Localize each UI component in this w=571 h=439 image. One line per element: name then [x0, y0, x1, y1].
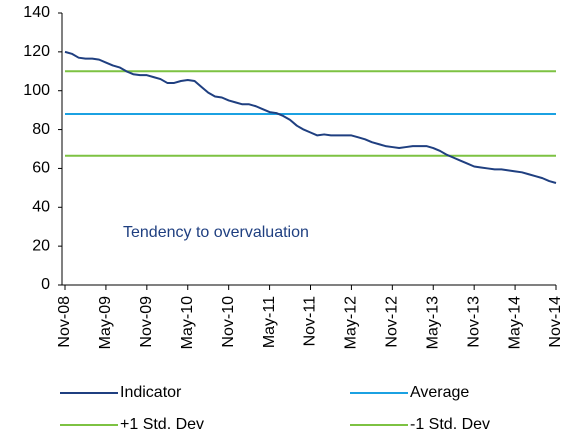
annotation: Tendency to overvaluation [123, 224, 309, 241]
y-tick-label: 120 [23, 43, 50, 60]
series-line [64, 50, 557, 184]
y-tick-label: 20 [32, 237, 50, 254]
x-tick-label: May-09 [97, 296, 114, 349]
x-tick-label: May-10 [179, 296, 196, 349]
x-tick-label: Nov-13 [465, 296, 482, 348]
x-tick-label: Nov-12 [384, 296, 401, 348]
x-tick-label: Nov-10 [220, 296, 237, 348]
y-tick-label: 0 [41, 276, 50, 293]
x-tick-label: May-14 [506, 296, 523, 349]
legend-label: -1 Std. Dev [410, 416, 490, 433]
x-tick-label: May-11 [261, 296, 278, 348]
legend-label: Average [410, 384, 469, 401]
y-tick-label: 100 [23, 82, 50, 99]
y-tick-label: 40 [32, 199, 50, 216]
y-tick-label: 140 [23, 4, 50, 21]
x-tick-label: May-12 [343, 296, 360, 349]
y-tick-label: 80 [32, 121, 50, 138]
x-tick-label: Nov-14 [547, 296, 564, 348]
x-tick-label: Nov-11 [302, 296, 319, 346]
y-tick-label: 60 [32, 160, 50, 177]
x-tick-label: Nov-09 [138, 296, 155, 348]
x-tick-label: Nov-08 [56, 296, 73, 348]
legend-label: Indicator [120, 384, 182, 401]
legend-label: +1 Std. Dev [120, 416, 204, 433]
x-tick-label: May-13 [424, 296, 441, 349]
